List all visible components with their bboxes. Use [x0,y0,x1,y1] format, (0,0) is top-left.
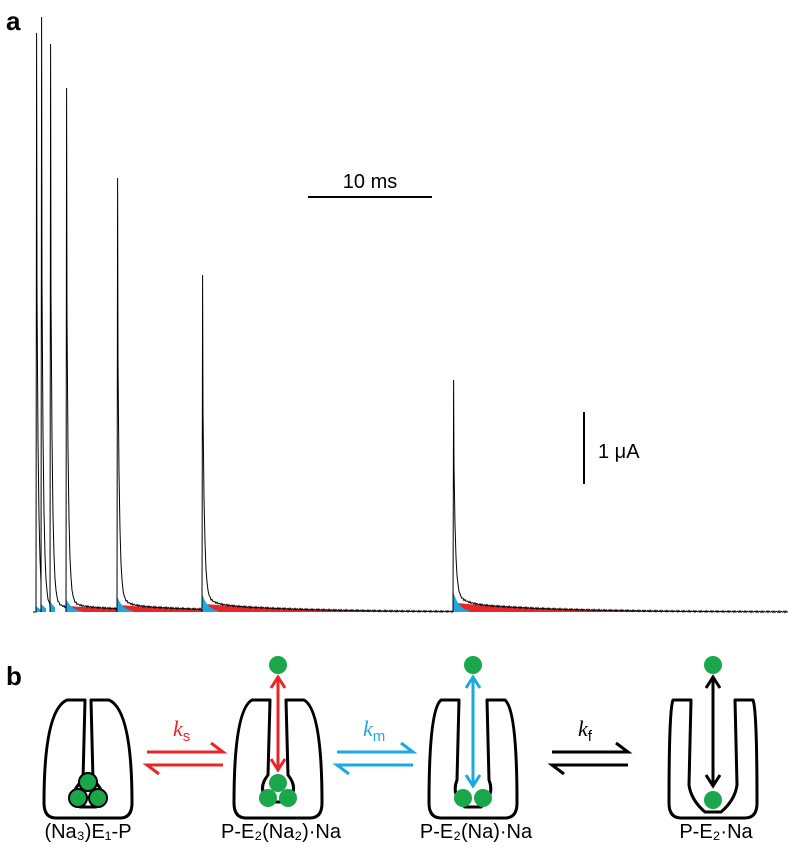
sodium-ion [464,656,482,674]
rate-subscript: s [183,728,191,745]
panel-label: a [6,6,21,36]
rate-subscript: f [588,728,593,745]
sodium-ion [474,789,492,807]
blue-area [36,606,41,612]
blue-area [117,596,133,612]
rate-constant: kf [578,716,593,745]
arrow-head [464,774,482,789]
forward-arrow [552,741,633,754]
sodium-ion [78,772,98,792]
sodium-ion [269,656,287,674]
current-traces [33,16,788,614]
pump-shape [427,698,519,820]
rate-constant: km [363,716,385,745]
arrow-head [269,758,287,773]
time-scale-label: 10 ms [343,171,397,193]
sodium-ion [259,789,277,807]
sodium-ion [279,789,297,807]
sodium-ion [269,774,287,792]
forward-arrow [337,741,418,754]
backward-arrow [142,763,223,776]
forward-arrow [147,741,228,754]
blue-area [50,601,55,612]
rate-symbol: k [173,716,184,741]
state-label: P-E₂·Na [679,821,753,843]
sodium-ion [454,789,472,807]
red-area [202,603,453,612]
sodium-ion [88,788,108,808]
pump-shape [42,698,134,820]
arrow-head [704,774,722,789]
arrow-head [704,674,722,689]
rate-constant: ks [173,716,190,745]
rate-subscript: m [373,728,386,745]
blue-area [202,593,218,612]
arrow-head [464,674,482,689]
state-label: (Na₃)E₁-P [44,821,131,843]
blue-area [453,591,469,612]
backward-arrow [547,763,628,776]
current-scale-label: 1 μA [598,441,640,463]
sodium-ion [704,656,722,674]
rate-symbol: k [578,716,589,741]
sodium-ion [704,791,722,809]
blue-area [66,598,82,612]
reaction-scheme: (Na₃)E₁-P P-E₂(Na₂)·Na P-E₂(Na)·Na P-E₂·Na k… [42,656,759,843]
sodium-ion [68,788,88,808]
state-label: P-E₂(Na)·Na [420,821,533,843]
panel-label: b [6,661,22,691]
arrow-head [269,674,287,689]
blue-area [41,603,46,612]
state-label: P-E₂(Na₂)·Na [221,821,342,843]
rate-symbol: k [363,716,374,741]
current-trace [33,16,788,614]
backward-arrow [332,763,413,776]
pump-shape [667,698,759,820]
